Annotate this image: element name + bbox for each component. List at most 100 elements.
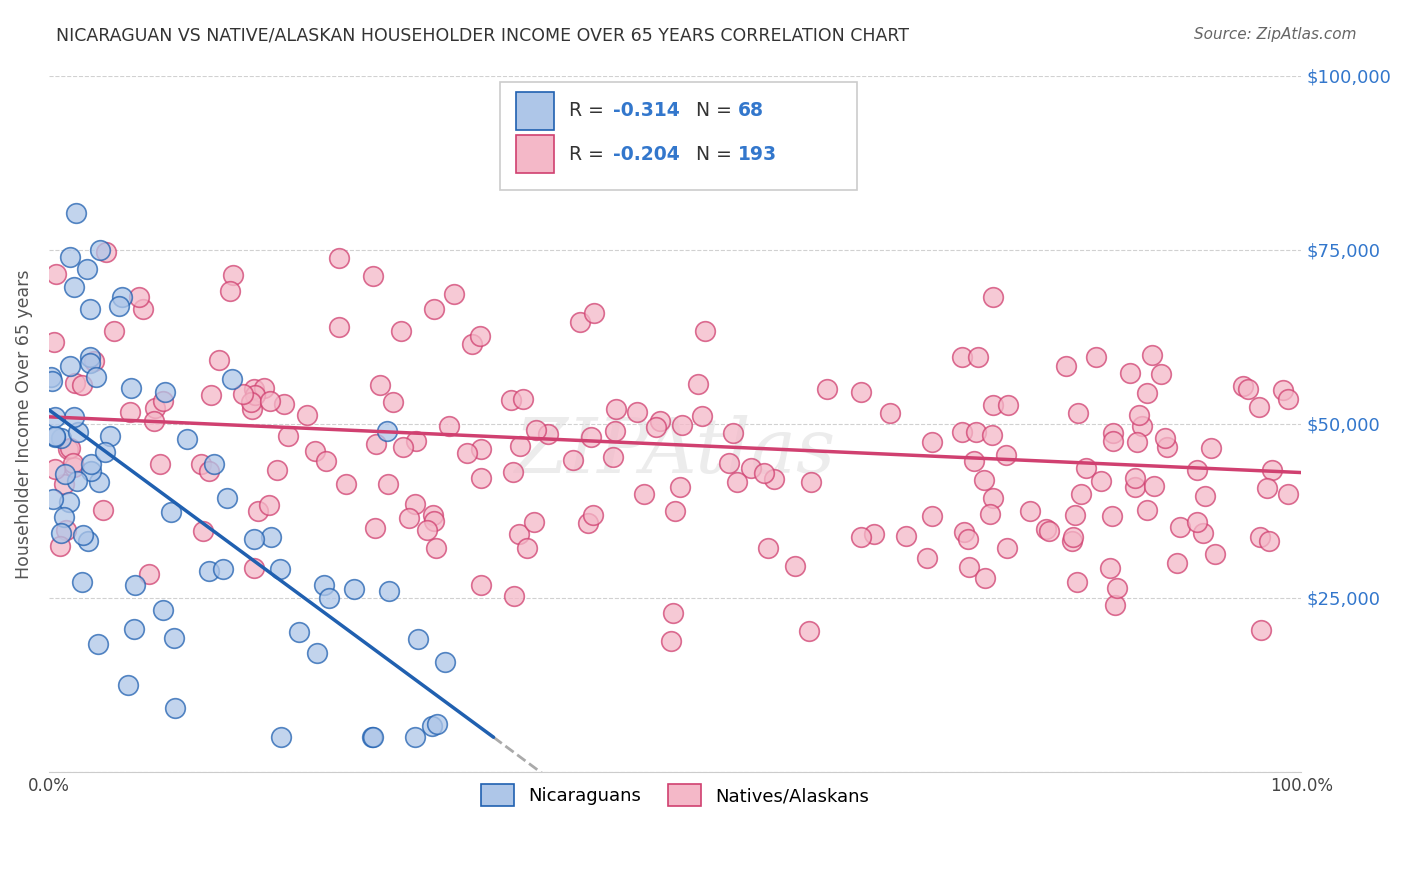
Point xyxy=(208,352,231,367)
Point xyxy=(377,477,399,491)
Point xyxy=(108,299,131,313)
Point xyxy=(1249,400,1271,414)
Point xyxy=(1085,351,1108,365)
Point xyxy=(70,574,93,589)
Point xyxy=(266,463,288,477)
Point xyxy=(176,433,198,447)
Point xyxy=(879,406,901,420)
Point xyxy=(981,427,1004,442)
Point xyxy=(668,480,690,494)
Point xyxy=(785,559,807,574)
Text: ZIPAtlas: ZIPAtlas xyxy=(515,415,835,489)
Point xyxy=(89,244,111,258)
Point xyxy=(63,459,86,474)
Point xyxy=(63,410,86,425)
Point xyxy=(1149,367,1171,381)
Point xyxy=(1067,406,1090,420)
Point xyxy=(361,731,384,745)
Point xyxy=(212,561,235,575)
Point xyxy=(851,530,873,544)
Point xyxy=(111,290,134,304)
Point xyxy=(98,429,121,443)
Point xyxy=(160,506,183,520)
Point xyxy=(405,434,427,449)
Point xyxy=(602,450,624,464)
Point xyxy=(53,467,76,481)
Point xyxy=(1192,525,1215,540)
Point xyxy=(66,474,89,488)
Point xyxy=(633,487,655,501)
Point xyxy=(1064,508,1087,522)
Point xyxy=(153,385,176,400)
Point xyxy=(952,524,974,539)
Legend: Nicaraguans, Natives/Alaskans: Nicaraguans, Natives/Alaskans xyxy=(472,775,877,815)
Point xyxy=(131,301,153,316)
Point xyxy=(70,378,93,392)
Point xyxy=(242,532,264,546)
Point xyxy=(252,381,274,395)
Point xyxy=(718,456,741,470)
Point xyxy=(1054,359,1077,374)
FancyBboxPatch shape xyxy=(499,82,856,191)
Point xyxy=(1277,392,1299,407)
Point xyxy=(1277,487,1299,501)
Point xyxy=(94,245,117,260)
Text: -0.314: -0.314 xyxy=(613,101,679,120)
Point xyxy=(1128,409,1150,423)
Point xyxy=(1123,471,1146,485)
Point xyxy=(79,351,101,365)
Point xyxy=(797,624,820,639)
Point xyxy=(404,497,426,511)
Point xyxy=(1126,435,1149,450)
Point xyxy=(983,398,1005,412)
Point xyxy=(53,510,76,524)
Point xyxy=(44,430,66,444)
Point xyxy=(76,534,98,549)
Point xyxy=(363,731,385,745)
Text: R =: R = xyxy=(568,145,610,164)
Point xyxy=(65,206,87,220)
Point xyxy=(219,284,242,298)
Point xyxy=(1101,434,1123,448)
Text: -0.204: -0.204 xyxy=(613,145,679,164)
Point xyxy=(997,399,1019,413)
Y-axis label: Householder Income Over 65 years: Householder Income Over 65 years xyxy=(15,269,32,579)
Point xyxy=(142,415,165,429)
Point xyxy=(221,268,243,283)
Point xyxy=(1249,530,1271,544)
Point xyxy=(240,402,263,417)
Point xyxy=(921,435,943,450)
Point xyxy=(56,442,79,456)
Point xyxy=(512,392,534,406)
Point xyxy=(49,526,72,541)
FancyBboxPatch shape xyxy=(516,135,554,173)
Point xyxy=(143,401,166,415)
Point xyxy=(439,419,461,434)
Point xyxy=(63,280,86,294)
Point xyxy=(277,429,299,443)
Text: R =: R = xyxy=(568,101,610,120)
Point xyxy=(314,578,336,592)
Point xyxy=(392,440,415,454)
Point xyxy=(582,508,605,522)
Point xyxy=(416,523,439,537)
Point xyxy=(671,417,693,432)
Point xyxy=(389,324,412,338)
Point xyxy=(232,387,254,401)
Point xyxy=(460,337,482,351)
Point xyxy=(1104,598,1126,612)
Point xyxy=(83,354,105,368)
Point xyxy=(44,461,66,475)
Point xyxy=(1018,504,1040,518)
Point xyxy=(1136,386,1159,401)
Point xyxy=(328,252,350,266)
Point xyxy=(1232,378,1254,392)
Point xyxy=(270,731,292,745)
Point xyxy=(433,655,456,669)
Point xyxy=(800,475,823,489)
Point xyxy=(956,532,979,546)
Point xyxy=(76,262,98,277)
Point xyxy=(1130,419,1153,434)
Text: N =: N = xyxy=(683,101,738,120)
Point xyxy=(502,466,524,480)
